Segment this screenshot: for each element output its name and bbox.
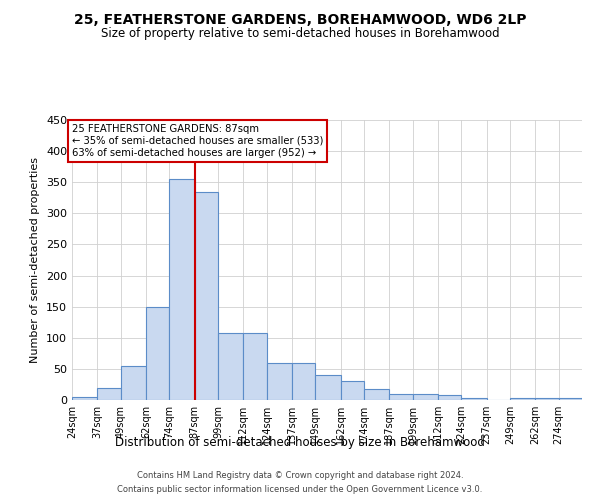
Bar [292, 362, 316, 400]
Bar [535, 398, 559, 400]
Text: 25 FEATHERSTONE GARDENS: 87sqm
← 35% of semi-detached houses are smaller (533)
6: 25 FEATHERSTONE GARDENS: 87sqm ← 35% of … [72, 124, 323, 158]
Bar [146, 306, 169, 400]
Bar [243, 334, 266, 400]
Text: 25, FEATHERSTONE GARDENS, BOREHAMWOOD, WD6 2LP: 25, FEATHERSTONE GARDENS, BOREHAMWOOD, W… [74, 12, 526, 26]
Bar [121, 366, 146, 400]
Bar [438, 395, 461, 400]
Text: Size of property relative to semi-detached houses in Borehamwood: Size of property relative to semi-detach… [101, 28, 499, 40]
Bar [316, 375, 341, 400]
Bar [72, 397, 97, 400]
Y-axis label: Number of semi-detached properties: Number of semi-detached properties [31, 157, 40, 363]
Text: Distribution of semi-detached houses by size in Borehamwood: Distribution of semi-detached houses by … [115, 436, 485, 449]
Bar [218, 334, 243, 400]
Bar [559, 398, 582, 400]
Text: Contains HM Land Registry data © Crown copyright and database right 2024.: Contains HM Land Registry data © Crown c… [137, 472, 463, 480]
Bar [341, 382, 364, 400]
Bar [364, 390, 389, 400]
Text: Contains public sector information licensed under the Open Government Licence v3: Contains public sector information licen… [118, 484, 482, 494]
Bar [389, 394, 413, 400]
Bar [194, 192, 218, 400]
Bar [266, 362, 292, 400]
Bar [169, 179, 194, 400]
Bar [97, 388, 121, 400]
Bar [461, 398, 487, 400]
Bar [510, 398, 535, 400]
Bar [413, 394, 438, 400]
